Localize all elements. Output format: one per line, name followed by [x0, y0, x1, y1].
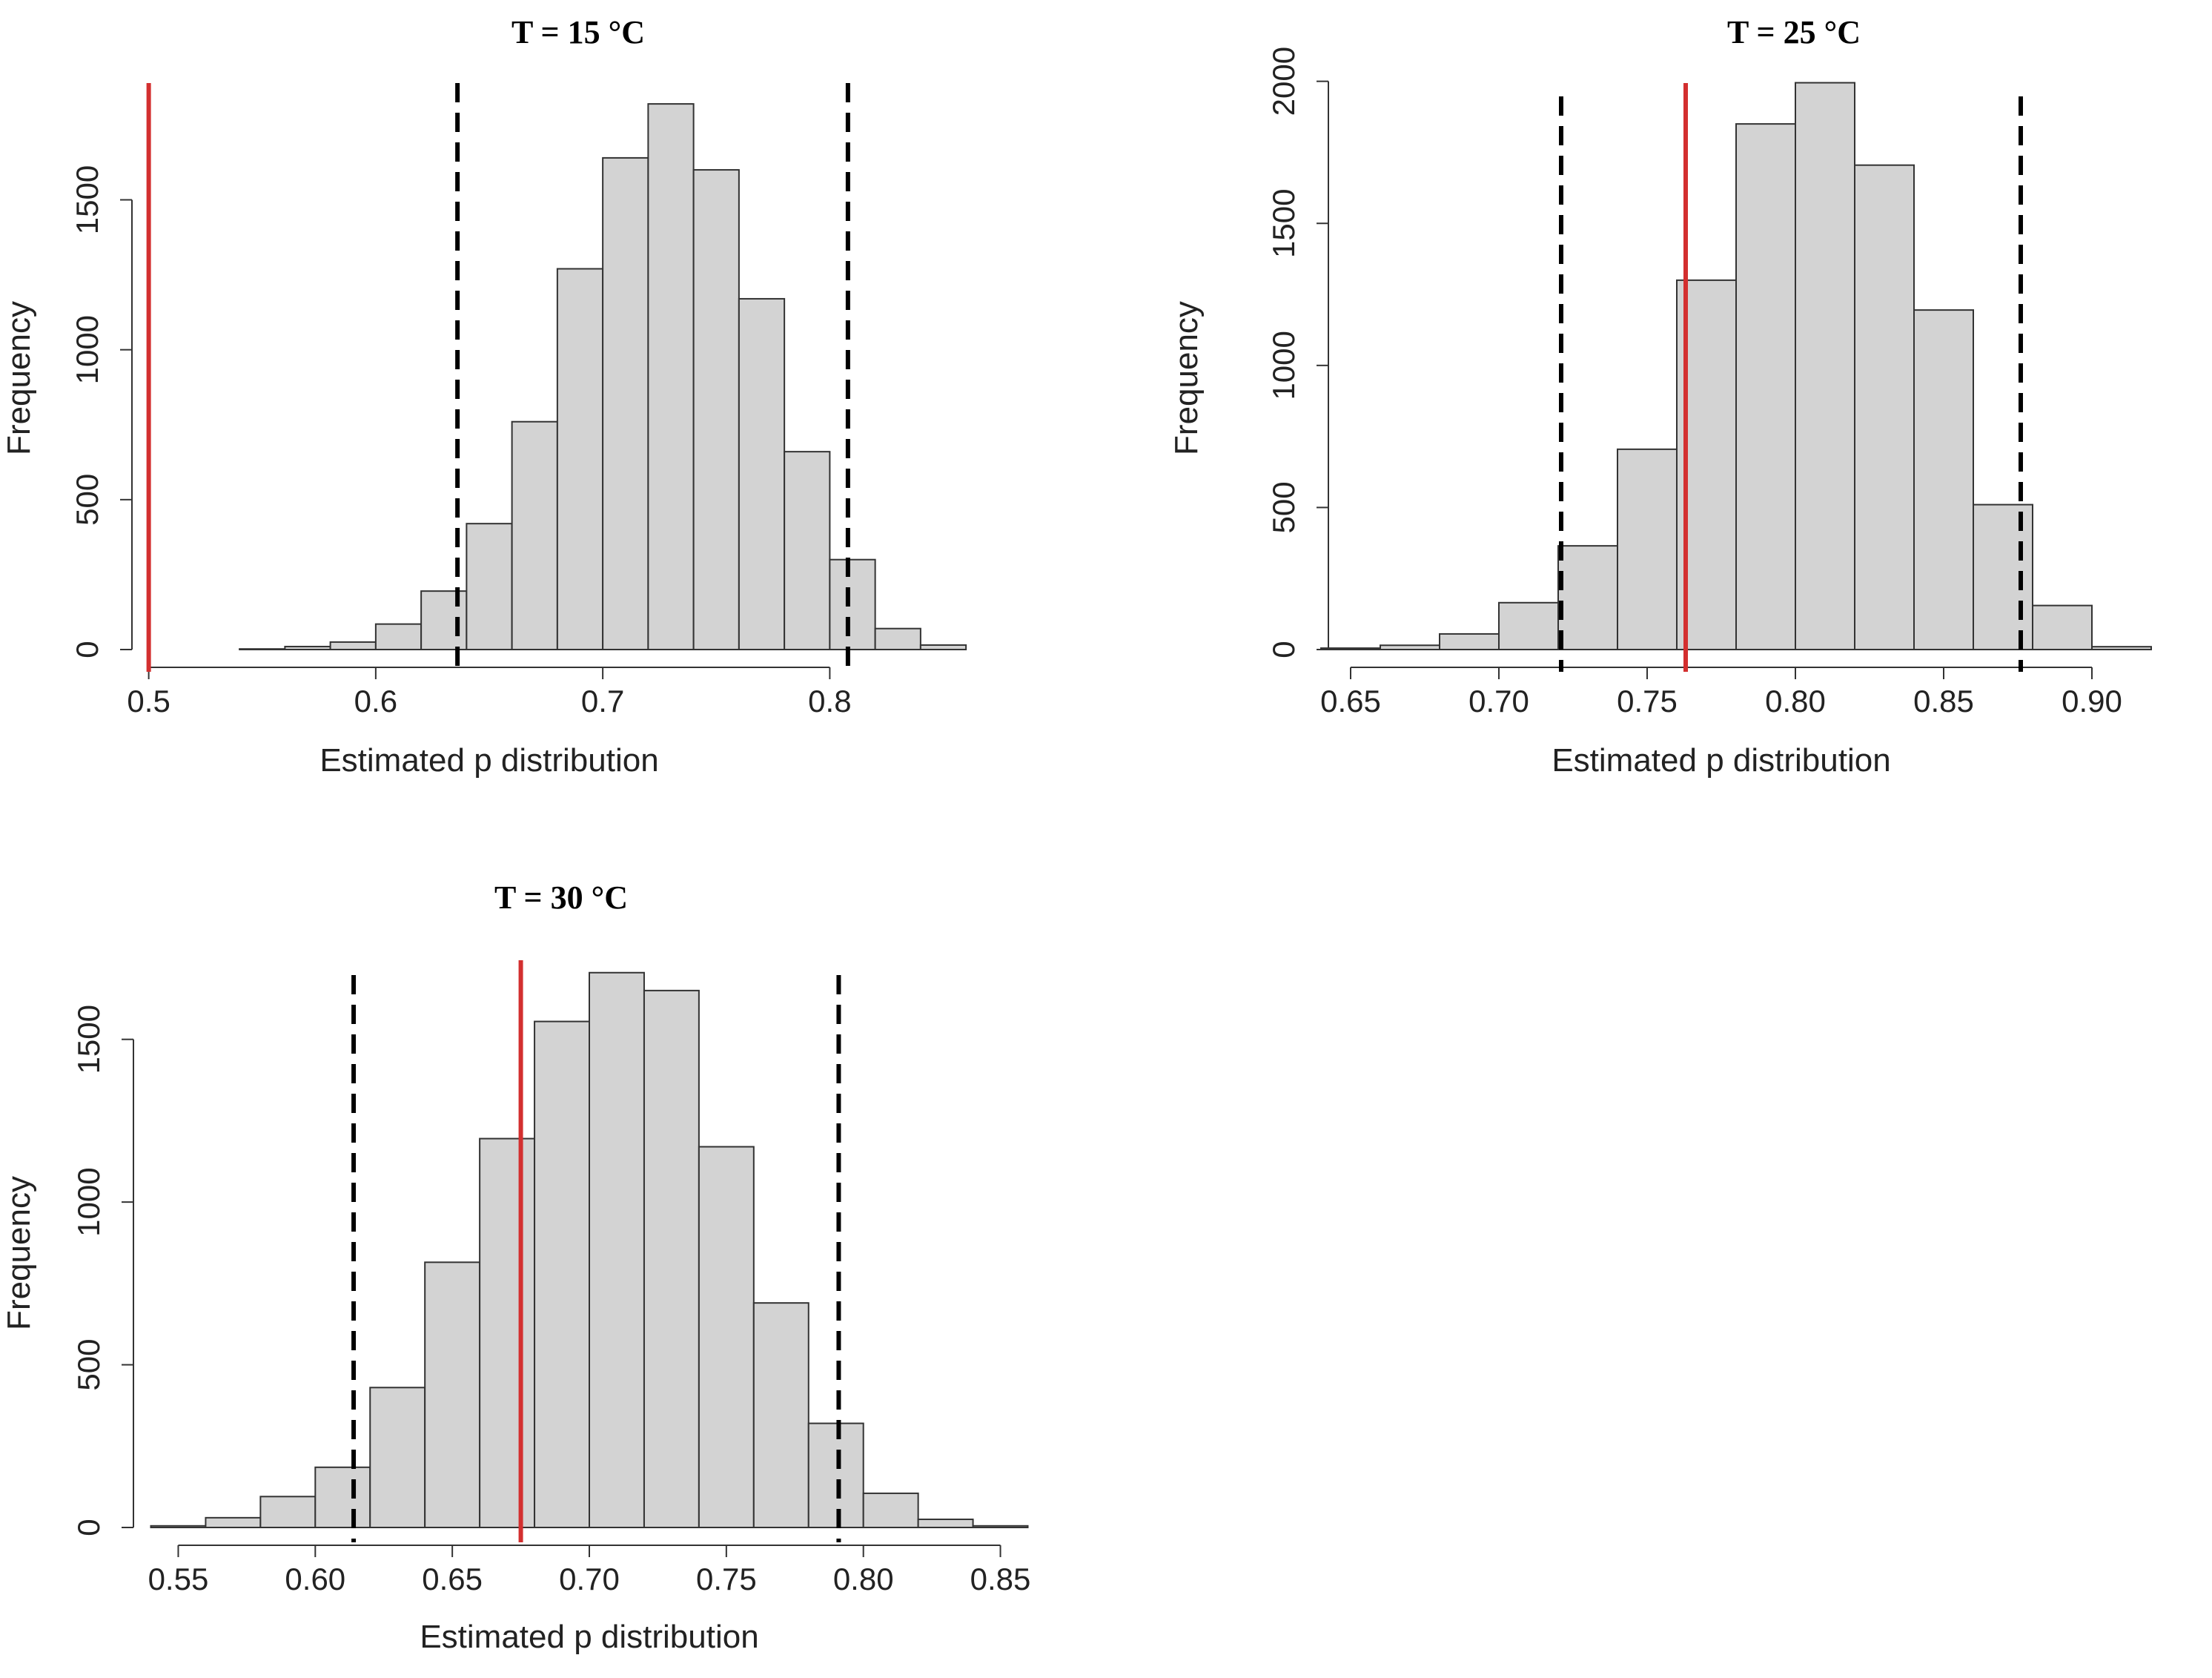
histogram-bar: [1320, 647, 1381, 651]
histogram-bar: [647, 103, 695, 651]
histogram-bar: [589, 971, 645, 1528]
histogram-bar: [602, 156, 649, 651]
histogram-bar: [424, 1261, 481, 1528]
histogram-bar: [556, 268, 604, 650]
histogram-panel-2: T = 25 °C 0.65 0.70 0.75 0.80 0.85 0.90 0 500 100…: [1168, 14, 2152, 779]
histogram-bar: [369, 1387, 426, 1528]
histogram-bar: [698, 1146, 755, 1528]
histogram-bar: [1735, 123, 1796, 650]
histogram-bar: [1498, 601, 1559, 650]
histogram-bar: [1380, 644, 1440, 651]
histogram-bar: [643, 989, 700, 1528]
histogram-bar: [862, 1492, 919, 1529]
y-axis-label: Frequency: [1168, 301, 1205, 455]
histogram-bar: [314, 1466, 371, 1528]
x-tick-label: 0.60: [285, 1562, 345, 1596]
x-tick-label: 0.6: [354, 684, 397, 719]
histogram-bar: [374, 623, 423, 651]
histogram-bar: [329, 641, 377, 651]
histogram-bar: [1795, 82, 1855, 650]
x-tick-label: 0.85: [1913, 684, 1974, 719]
histogram-bar: [284, 645, 331, 651]
histogram-bar: [259, 1496, 317, 1529]
x-tick-label: 0.5: [127, 684, 170, 719]
histogram-bar: [1439, 632, 1500, 650]
chart-title: T = 25 °C: [1727, 14, 1861, 50]
x-tick-label: 0.65: [1320, 684, 1381, 719]
histogram-bar: [1617, 448, 1678, 650]
histogram-bar: [784, 451, 831, 650]
x-tick-label: 0.55: [148, 1562, 209, 1596]
histogram-bar: [534, 1020, 590, 1528]
y-tick-label: 1500: [71, 1005, 106, 1074]
x-tick-label: 0.75: [1617, 684, 1678, 719]
y-tick-label: 0: [1266, 641, 1301, 658]
histogram-bar: [150, 1525, 207, 1528]
x-axis-label: Estimated p distribution: [1552, 742, 1890, 779]
histogram-bar: [972, 1525, 1029, 1528]
y-tick-label: 2000: [1266, 47, 1301, 116]
x-tick-label: 0.85: [970, 1562, 1031, 1596]
y-axis-label: Frequency: [1, 301, 37, 455]
y-tick-label: 1500: [70, 165, 105, 234]
y-tick-label: 0: [70, 641, 105, 658]
x-tick-label: 0.8: [808, 684, 851, 719]
histogram-bar: [919, 644, 967, 650]
y-tick-label: 500: [70, 474, 105, 526]
x-tick-label: 0.70: [1468, 684, 1529, 719]
x-tick-label: 0.65: [422, 1562, 483, 1596]
y-tick-label: 500: [1266, 481, 1301, 533]
histogram-bar: [692, 169, 740, 651]
histogram-bar: [807, 1422, 864, 1528]
y-tick-label: 500: [71, 1339, 106, 1391]
x-tick-label: 0.80: [833, 1562, 894, 1596]
x-axis-label: Estimated p distribution: [319, 742, 658, 779]
x-tick-label: 0.75: [696, 1562, 757, 1596]
x-tick-label: 0.7: [581, 684, 624, 719]
histogram-bar: [874, 627, 921, 651]
histogram-bar: [1973, 503, 2033, 651]
chart-title: T = 15 °C: [511, 14, 645, 50]
histogram-bar: [1913, 309, 1974, 650]
histogram-bar: [1854, 164, 1915, 651]
histogram-bar: [205, 1516, 262, 1528]
chart-title: T = 30 °C: [494, 879, 628, 916]
histogram-bar: [2091, 646, 2152, 651]
histogram-bar: [738, 297, 786, 650]
x-tick-label: 0.90: [2062, 684, 2122, 719]
x-axis-label: Estimated p distribution: [420, 1619, 758, 1655]
y-tick-label: 1000: [71, 1167, 106, 1236]
y-tick-label: 1000: [70, 315, 105, 384]
histogram-bar: [479, 1137, 536, 1528]
histogram-bar: [2032, 604, 2093, 650]
histogram-bar: [917, 1519, 974, 1528]
y-tick-label: 1000: [1266, 331, 1301, 400]
y-tick-label: 1500: [1266, 189, 1301, 258]
histogram-bar: [511, 420, 558, 650]
histogram-bar: [1557, 545, 1618, 650]
histogram-panel-1: T = 15 °C 0.5 0.6 0.7 0.8 0 500 1000 1500 Estimat…: [1, 14, 967, 779]
y-axis-label: Frequency: [1, 1176, 37, 1330]
histogram-bar: [420, 590, 468, 650]
histogram-bar: [239, 648, 286, 650]
histogram-bar: [829, 558, 876, 650]
histogram-bar: [752, 1302, 809, 1529]
y-tick-label: 0: [71, 1519, 106, 1536]
histogram-panel-3: T = 30 °C 0.55 0.60 0.65 0.70 0.75 0.80 0.85 0 50…: [1, 879, 1030, 1655]
x-tick-label: 0.70: [559, 1562, 620, 1596]
histogram-bar: [466, 523, 513, 650]
x-tick-label: 0.80: [1765, 684, 1826, 719]
